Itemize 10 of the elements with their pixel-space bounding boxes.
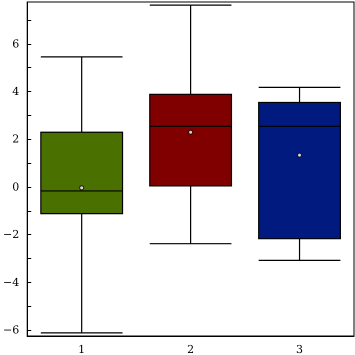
y-tick-label: −6 (2, 324, 20, 337)
x-tick-label: 2 (187, 343, 194, 355)
x-tick-label: 3 (296, 343, 304, 355)
y-tick-label: 2 (12, 132, 20, 146)
x-tick-label: 1 (78, 343, 86, 355)
y-tick-label: 0 (12, 180, 20, 194)
y-tick-label: 6 (12, 37, 20, 50)
y-tick-label: 4 (12, 84, 20, 98)
y-tick-label: −2 (2, 228, 20, 242)
y-tick-label: −4 (2, 276, 20, 289)
